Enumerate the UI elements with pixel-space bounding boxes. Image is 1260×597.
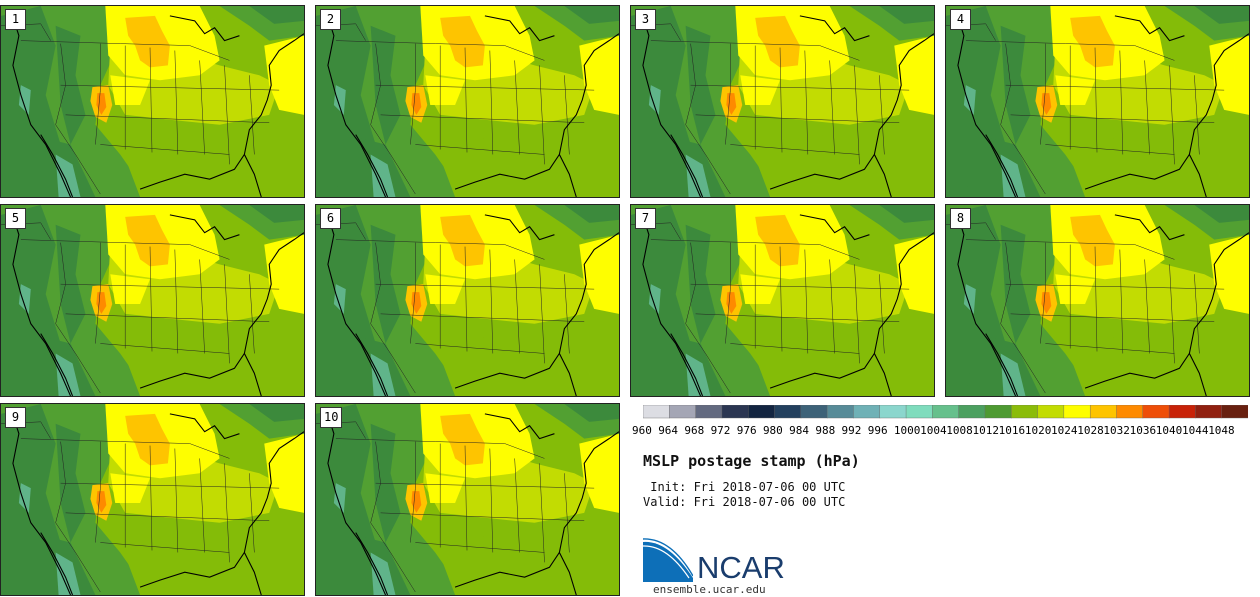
colorbar-tick-label: 968 — [684, 424, 705, 437]
colorbar-tick-label: 1048 — [1208, 424, 1235, 437]
colorbar-tick-label: 992 — [841, 424, 862, 437]
colorbar-swatch — [1089, 405, 1117, 419]
panel-number: 2 — [320, 9, 341, 30]
colorbar-swatch — [643, 405, 670, 419]
init-time: Init: Fri 2018-07-06 00 UTC — [643, 480, 846, 494]
colorbar-swatch — [748, 405, 776, 419]
colorbar-tick-label: 1012 — [972, 424, 999, 437]
panel-number: 10 — [320, 407, 343, 428]
colorbar-tick-label: 1020 — [1024, 424, 1052, 437]
colorbar-swatch — [879, 405, 907, 419]
ncar-logo-icon — [643, 538, 693, 582]
map-panel-8: 8 — [945, 204, 1250, 397]
valid-time: Valid: Fri 2018-07-06 00 UTC — [643, 495, 846, 509]
colorbar-swatch — [1037, 405, 1065, 419]
map-panel-6: 6 — [315, 204, 620, 397]
colorbar-swatch — [905, 405, 933, 419]
map-panel-1: 1 — [0, 5, 305, 198]
colorbar-tick-label: 996 — [867, 424, 888, 437]
colorbar-swatch — [958, 405, 986, 419]
colorbar-swatch — [826, 405, 854, 419]
mslp-map — [946, 205, 1249, 396]
mslp-map — [631, 6, 934, 197]
mslp-map — [1, 404, 304, 595]
colorbar-tick-label: 972 — [710, 424, 731, 437]
map-panel-3: 3 — [630, 5, 935, 198]
colorbar-swatch — [1063, 405, 1091, 419]
colorbar-tick-label: 1036 — [1129, 424, 1157, 437]
map-panel-5: 5 — [0, 204, 305, 397]
panel-number: 3 — [635, 9, 656, 30]
colorbar-tick-label: 964 — [658, 424, 679, 437]
colorbar-tick-label: 1044 — [1182, 424, 1209, 437]
mslp-map — [316, 205, 619, 396]
colorbar-swatch — [1168, 405, 1196, 419]
mslp-map — [316, 6, 619, 197]
map-panel-7: 7 — [630, 204, 935, 397]
mslp-map — [1, 205, 304, 396]
colorbar-swatch — [1116, 405, 1144, 419]
map-panel-4: 4 — [945, 5, 1250, 198]
colorbar-ticks: 960 964 968 972 976 980 984 988 992 996 1000 1004 10… — [632, 424, 1252, 440]
colorbar-tick-label: 1040 — [1155, 424, 1183, 437]
mslp-map — [631, 205, 934, 396]
colorbar-swatch — [853, 405, 881, 419]
page-title: MSLP postage stamp (hPa) — [643, 452, 860, 470]
colorbar-tick-label: 984 — [789, 424, 810, 437]
panel-number: 5 — [5, 208, 26, 229]
colorbar-swatch — [774, 405, 802, 419]
mslp-map — [316, 404, 619, 595]
mslp-map — [946, 6, 1249, 197]
colorbar-swatch — [800, 405, 828, 419]
panel-number: 7 — [635, 208, 656, 229]
site-url[interactable]: ensemble.ucar.edu — [653, 583, 766, 596]
panel-number: 4 — [950, 9, 971, 30]
colorbar-tick-label: 1004 — [920, 424, 947, 437]
colorbar-swatch — [721, 405, 749, 419]
panel-number: 9 — [5, 407, 26, 428]
colorbar-swatch — [695, 405, 723, 419]
panel-number: 8 — [950, 208, 971, 229]
colorbar-tick-label: 1016 — [998, 424, 1026, 437]
colorbar-tick-label: 976 — [736, 424, 757, 437]
colorbar — [643, 405, 1248, 419]
colorbar-tick-label: 1008 — [946, 424, 973, 437]
colorbar-tick-label: 988 — [815, 424, 836, 437]
colorbar-swatch — [932, 405, 960, 419]
map-panel-10: 10 — [315, 403, 620, 596]
colorbar-swatch — [1142, 405, 1170, 419]
map-panel-9: 9 — [0, 403, 305, 596]
panel-number: 6 — [320, 208, 341, 229]
panel-number: 1 — [5, 9, 26, 30]
colorbar-swatch — [1221, 405, 1248, 419]
colorbar-tick-label: 980 — [762, 424, 783, 437]
colorbar-tick-label: 960 — [632, 424, 652, 437]
colorbar-tick-label: 1000 — [893, 424, 921, 437]
mslp-map — [1, 6, 304, 197]
colorbar-tick-label: 1024 — [1051, 424, 1078, 437]
colorbar-swatch — [669, 405, 697, 419]
colorbar-tick-label: 1032 — [1103, 424, 1130, 437]
colorbar-tick-label: 1028 — [1077, 424, 1104, 437]
colorbar-swatch — [1195, 405, 1223, 419]
colorbar-swatch — [984, 405, 1012, 419]
map-panel-2: 2 — [315, 5, 620, 198]
logo-name: NCAR — [697, 550, 785, 585]
colorbar-swatch — [1011, 405, 1039, 419]
